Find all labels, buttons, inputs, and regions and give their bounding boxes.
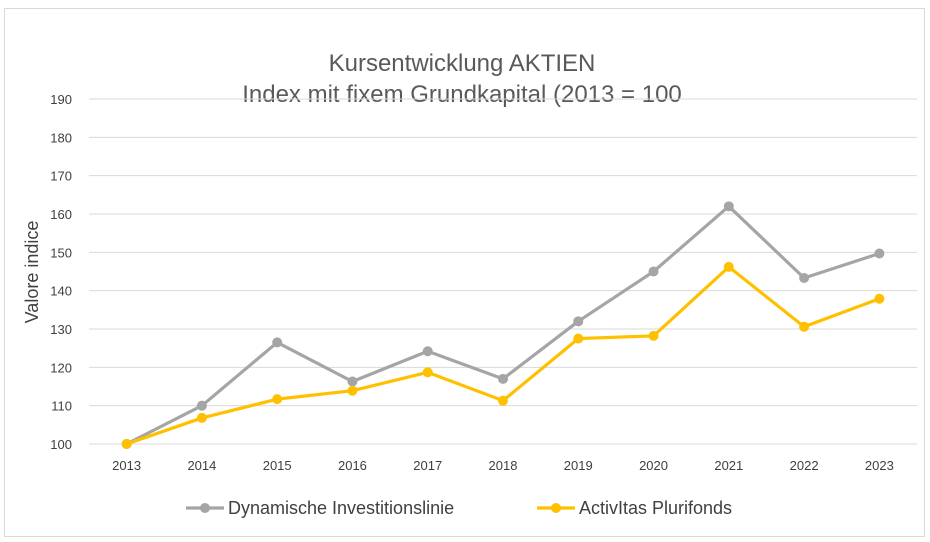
legend-label: ActivItas Plurifonds	[579, 498, 732, 518]
legend-label: Dynamische Investitionslinie	[228, 498, 454, 518]
x-axis-ticks: 2013 2014 2015 2016 2017 2018 2019 2020 2021 2022…	[112, 458, 894, 473]
data-point	[347, 385, 358, 396]
chart-frame	[4, 8, 925, 537]
x-tick-label: 2023	[865, 458, 894, 473]
y-tick-label: 100	[50, 437, 72, 452]
series-line	[125, 265, 881, 446]
legend: Dynamische Investitionslinie ActivItas Pl…	[186, 498, 732, 518]
chart-subtitle: Index mit fixem Grundkapital (2013 = 100	[242, 81, 682, 108]
x-tick-label: 2017	[413, 458, 442, 473]
data-point	[422, 346, 433, 357]
legend-swatch-marker	[200, 503, 210, 513]
data-point	[874, 248, 885, 259]
x-tick-label: 2014	[187, 458, 216, 473]
legend-item: ActivItas Plurifonds	[537, 498, 732, 518]
data-point	[723, 261, 734, 272]
y-tick-label: 180	[50, 130, 72, 145]
gridlines	[89, 98, 917, 445]
data-point	[874, 293, 885, 304]
x-tick-label: 2018	[489, 458, 518, 473]
x-tick-label: 2013	[112, 458, 141, 473]
y-tick-label: 170	[50, 169, 72, 184]
data-point	[799, 273, 810, 284]
data-point	[347, 376, 358, 387]
data-point	[196, 400, 207, 411]
y-tick-label: 190	[50, 92, 72, 107]
data-point	[573, 333, 584, 344]
y-tick-label: 140	[50, 284, 72, 299]
y-axis-label: Valore indice	[22, 221, 42, 324]
data-point	[272, 337, 283, 348]
series-2	[121, 261, 885, 449]
data-point	[498, 373, 508, 384]
y-tick-label: 150	[50, 245, 72, 260]
y-tick-label: 130	[50, 322, 72, 337]
series-lines	[121, 201, 885, 449]
chart-title: Kursentwicklung AKTIEN	[329, 50, 596, 77]
y-axis-ticks: 100 110 120 130 140 150 160 170 180 190	[50, 92, 72, 452]
data-point	[422, 367, 433, 378]
x-tick-label: 2019	[564, 458, 593, 473]
legend-swatch-marker	[551, 503, 561, 513]
data-point	[121, 439, 132, 449]
x-tick-label: 2022	[790, 458, 819, 473]
data-point	[196, 412, 207, 423]
x-tick-label: 2016	[338, 458, 367, 473]
x-tick-label: 2020	[639, 458, 668, 473]
y-tick-label: 120	[50, 360, 72, 375]
series-1	[121, 201, 885, 449]
data-point	[648, 266, 659, 277]
y-tick-label: 110	[51, 399, 72, 414]
y-tick-label: 160	[50, 207, 72, 222]
data-point	[272, 394, 283, 405]
x-tick-label: 2021	[714, 458, 743, 473]
data-point	[799, 321, 810, 332]
data-point	[723, 201, 734, 212]
data-point	[573, 316, 584, 327]
legend-item: Dynamische Investitionslinie	[186, 498, 454, 518]
data-point	[648, 330, 659, 341]
x-tick-label: 2015	[263, 458, 292, 473]
data-point	[498, 395, 508, 406]
